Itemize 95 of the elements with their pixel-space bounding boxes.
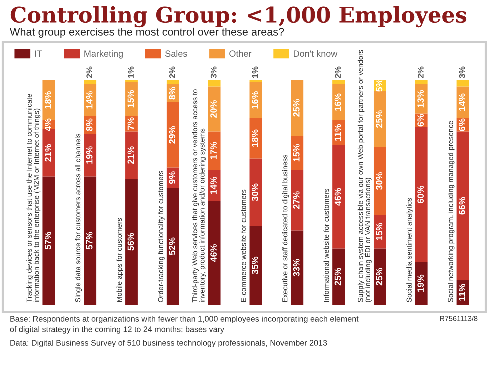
data-label: 29%: [169, 126, 176, 144]
data-label: 25%: [293, 99, 300, 117]
data-label: 57%: [44, 232, 52, 250]
data-label: 25%: [376, 110, 383, 128]
data-label: 6%: [459, 118, 466, 132]
bar: [415, 80, 428, 84]
bar: [291, 230, 304, 305]
data-label: 8%: [169, 87, 176, 100]
data-label: 66%: [459, 197, 466, 215]
bar: [332, 145, 346, 249]
data-label: 14%: [459, 94, 466, 111]
legend-label: Don't know: [294, 50, 338, 58]
data-label: 20%: [210, 100, 217, 118]
data-label: 18%: [44, 91, 52, 109]
bar: [126, 179, 138, 305]
bar: [415, 127, 428, 262]
bar: [332, 248, 346, 305]
bar: [208, 202, 221, 305]
bar: [42, 130, 56, 177]
data-label: 19%: [418, 274, 424, 292]
data-label: 16%: [252, 91, 258, 109]
data-label: 52%: [169, 238, 176, 256]
data-label: 11%: [459, 284, 466, 301]
data-label: 27%: [293, 192, 300, 210]
data-label: 3%: [459, 66, 466, 78]
bar: [42, 176, 56, 305]
data-label: 15%: [128, 90, 134, 108]
bar: [374, 248, 386, 305]
data-label: 30%: [376, 172, 383, 190]
bar: [84, 80, 97, 84]
data-label: 46%: [334, 188, 342, 206]
bar: [166, 188, 180, 305]
data-label: 60%: [418, 186, 424, 204]
data-label: 4%: [44, 118, 52, 132]
bar: [456, 80, 470, 87]
data-label: 1%: [252, 66, 258, 78]
data-label: 18%: [252, 130, 258, 147]
data-label: 15%: [376, 223, 383, 240]
data-label: 33%: [293, 259, 300, 277]
data-label: 3%: [210, 66, 217, 78]
data-label: 2%: [86, 66, 93, 78]
data-label: 2%: [335, 66, 342, 78]
bar: [332, 80, 346, 84]
data-label: 6%: [418, 114, 424, 127]
data-label: 56%: [128, 233, 134, 251]
text: Data: Digital Business Survey of 510 business technology professionals, November 2013: [10, 340, 328, 348]
bar: [374, 148, 386, 215]
legend-label: Marketing: [84, 50, 123, 59]
data-label: 13%: [418, 90, 424, 108]
data-label: 9%: [169, 172, 176, 184]
bar: [250, 226, 262, 305]
bar: [374, 91, 386, 148]
data-label: 21%: [128, 146, 134, 164]
data-label: 19%: [86, 146, 93, 164]
data-label: 16%: [334, 94, 342, 111]
data-label: 25%: [376, 268, 383, 286]
bar: [166, 102, 180, 168]
bar: [456, 132, 470, 280]
bar: [332, 84, 346, 120]
bar: [208, 132, 221, 170]
data-label: 21%: [44, 144, 52, 162]
text: Base: Respondents at organizations with fewer than 1,000 employees incorporating each element of digital strategy in the coming 12 to 24 months; bases vary: [10, 316, 359, 334]
chart-subtitle: What group exercises the most control over these areas?: [10, 28, 284, 38]
data-label: 17%: [210, 142, 217, 160]
bar: [291, 80, 304, 136]
data-label: 1%: [128, 66, 134, 78]
legend-label: IT: [35, 50, 42, 57]
bar: [42, 80, 56, 120]
bar: [208, 86, 221, 132]
bar: [415, 262, 428, 305]
bar: [374, 215, 386, 249]
data-label: 14%: [210, 176, 217, 194]
bar: [208, 80, 221, 87]
bar: [126, 132, 138, 179]
bar: [291, 170, 304, 231]
data-label: 8%: [86, 118, 93, 132]
data-label: 11%: [334, 124, 342, 142]
data-label: 35%: [252, 256, 258, 274]
data-label: 2%: [418, 66, 424, 78]
data-label: 57%: [86, 232, 93, 250]
bar: [250, 158, 262, 226]
data-label: 2%: [169, 66, 176, 78]
legend-label: Sales: [166, 50, 188, 58]
data-label: 30%: [252, 184, 258, 202]
data-label: 15%: [293, 144, 300, 162]
data-label: 46%: [210, 244, 217, 262]
bar: [84, 134, 97, 177]
bar: [84, 176, 97, 305]
chart-title: Controlling Group: <1,000 Employees: [10, 6, 467, 28]
bar: [166, 80, 180, 84]
data-label: 25%: [334, 268, 342, 286]
data-label: 5%: [376, 79, 383, 92]
data-label: 14%: [86, 91, 93, 109]
data-label: 7%: [128, 118, 134, 130]
legend-label: Other: [230, 50, 252, 58]
